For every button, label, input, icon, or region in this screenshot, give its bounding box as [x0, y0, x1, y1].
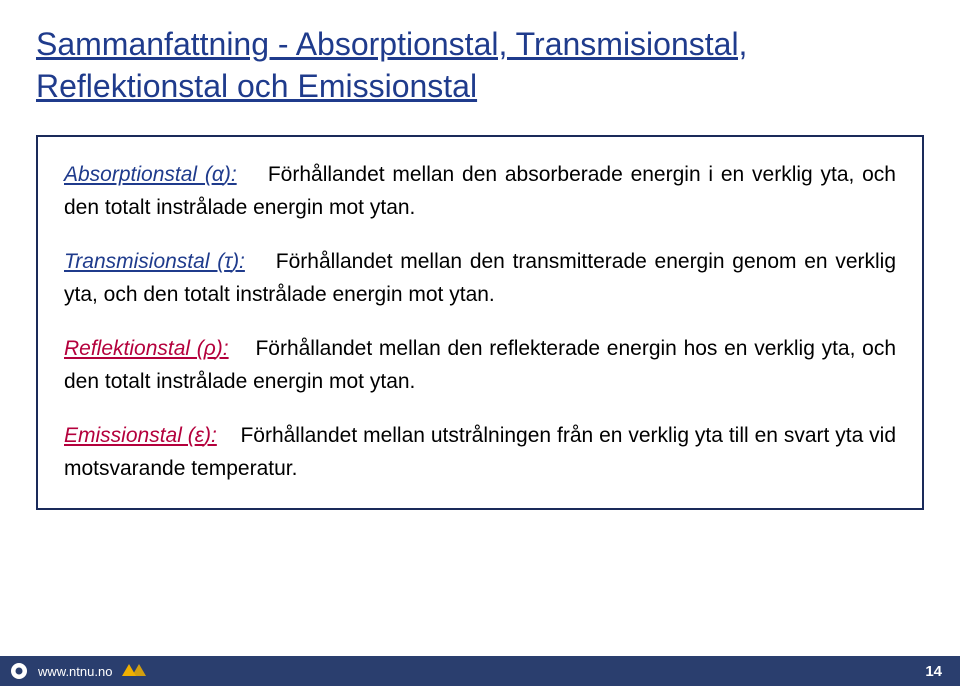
greek-epsilon: ε [195, 424, 204, 447]
term-post: ): [204, 424, 217, 447]
greek-alpha: α [212, 163, 224, 186]
page-title: Sammanfattning - Absorptionstal, Transmi… [0, 0, 960, 107]
footer-accent-icon [122, 664, 146, 679]
greek-tau: τ [224, 250, 232, 273]
term-pre: Emissionstal ( [64, 424, 195, 447]
term-absorptionstal: Absorptionstal (α): [64, 163, 237, 186]
title-line-2: Reflektionstal och Emissionstal [36, 68, 477, 104]
title-line-1: Sammanfattning - Absorptionstal, Transmi… [36, 26, 747, 62]
term-reflektionstal: Reflektionstal (ρ): [64, 337, 229, 360]
footer-bar: www.ntnu.no 14 [0, 656, 960, 686]
greek-rho: ρ [204, 337, 216, 360]
definition-absorptionstal: Absorptionstal (α): Förhållandet mellan … [64, 159, 896, 224]
term-transmisionstal: Transmisionstal (τ): [64, 250, 245, 273]
term-pre: Transmisionstal ( [64, 250, 224, 273]
definition-emissionstal: Emissionstal (ε): Förhållandet mellan ut… [64, 420, 896, 485]
term-post: ): [232, 250, 245, 273]
term-emissionstal: Emissionstal (ε): [64, 424, 217, 447]
term-post: ): [216, 337, 229, 360]
definitions-box: Absorptionstal (α): Förhållandet mellan … [36, 135, 924, 509]
definition-transmisionstal: Transmisionstal (τ): Förhållandet mellan… [64, 246, 896, 311]
page-number: 14 [925, 663, 942, 680]
footer-url: www.ntnu.no [38, 664, 112, 679]
footer-left: www.ntnu.no [10, 662, 146, 680]
term-pre: Reflektionstal ( [64, 337, 204, 360]
definition-reflektionstal: Reflektionstal (ρ): Förhållandet mellan … [64, 333, 896, 398]
term-pre: Absorptionstal ( [64, 163, 212, 186]
term-post: ): [224, 163, 237, 186]
ntnu-logo-icon [10, 662, 28, 680]
